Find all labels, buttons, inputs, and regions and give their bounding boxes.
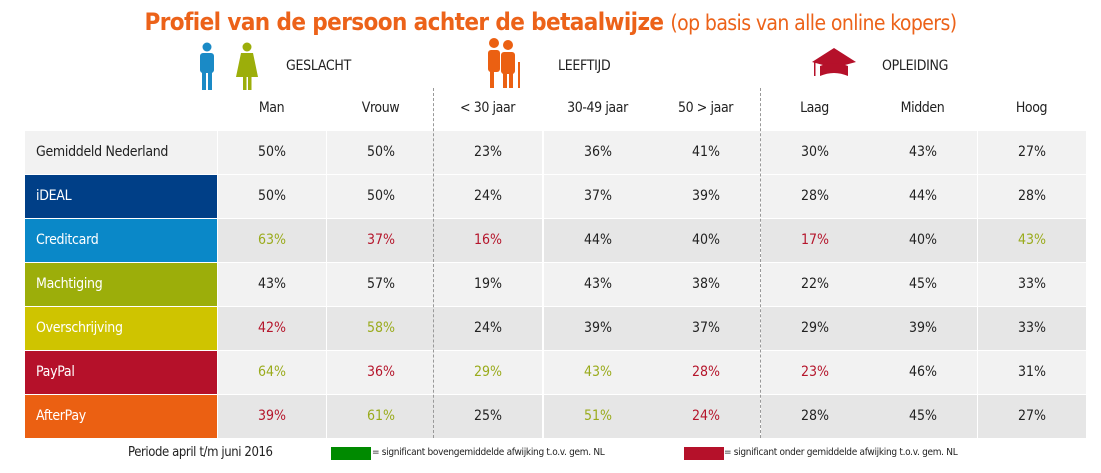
row-label: iDEAL <box>25 175 217 218</box>
table-cell: 50% <box>327 131 435 174</box>
table-cell: 31% <box>978 351 1086 394</box>
column-header: Laag <box>800 100 829 116</box>
column-header: Man <box>258 100 285 116</box>
table-cell: 45% <box>869 263 977 306</box>
column-header: 50 > jaar <box>677 100 734 116</box>
row-label: Gemiddeld Nederland <box>25 131 217 174</box>
table-cell: 43% <box>544 263 652 306</box>
table-cell: 37% <box>652 307 760 350</box>
table-row: iDEAL 50% 50% 24% 37% 39% 28% 44% 28% <box>25 175 1087 218</box>
group-leeftijd: LEEFTIJD <box>558 58 611 74</box>
table-cell: 30% <box>761 131 869 174</box>
table-row: Machtiging 43% 57% 19% 43% 38% 22% 45% 33% <box>25 263 1087 306</box>
table-cell: 28% <box>761 175 869 218</box>
column-header: Midden <box>900 100 945 116</box>
table-cell: 24% <box>652 395 760 438</box>
table-cell: 44% <box>544 219 652 262</box>
table-cell: 33% <box>978 263 1086 306</box>
table-cell: 63% <box>218 219 326 262</box>
table-cell: 39% <box>544 307 652 350</box>
period-note: Periode april t/m juni 2016 <box>128 445 273 460</box>
table-cell: 28% <box>652 351 760 394</box>
legend-swatch-below <box>684 447 724 460</box>
table-cell: 39% <box>652 175 760 218</box>
table-cell: 43% <box>869 131 977 174</box>
table-cell: 50% <box>218 175 326 218</box>
table-cell: 38% <box>652 263 760 306</box>
table-cell: 17% <box>761 219 869 262</box>
table-cell: 27% <box>978 395 1086 438</box>
table-cell: 25% <box>434 395 542 438</box>
table-cell: 24% <box>434 307 542 350</box>
table-cell: 50% <box>218 131 326 174</box>
table-row: PayPal 64% 36% 29% 43% 28% 23% 46% 31% <box>25 351 1087 394</box>
table-cell: 40% <box>869 219 977 262</box>
table-cell: 50% <box>327 175 435 218</box>
table-cell: 37% <box>327 219 435 262</box>
table-cell: 43% <box>218 263 326 306</box>
table-cell: 33% <box>978 307 1086 350</box>
table-cell: 58% <box>327 307 435 350</box>
table-cell: 29% <box>761 307 869 350</box>
table-cell: 37% <box>544 175 652 218</box>
table-row: Gemiddeld Nederland 50% 50% 23% 36% 41% 30% 43%… <box>25 131 1087 174</box>
table-cell: 28% <box>761 395 869 438</box>
table-row: Creditcard 63% 37% 16% 44% 40% 17% 40% 43% <box>25 219 1087 262</box>
table-cell: 45% <box>869 395 977 438</box>
column-header: < 30 jaar <box>459 100 516 116</box>
table-cell: 46% <box>869 351 977 394</box>
table-cell: 61% <box>327 395 435 438</box>
table-cell: 43% <box>978 219 1086 262</box>
elderly-couple-icon <box>488 38 520 88</box>
table-cell: 39% <box>218 395 326 438</box>
row-label: PayPal <box>25 351 217 394</box>
table-cell: 51% <box>544 395 652 438</box>
divider-leeftijd <box>433 88 434 438</box>
table-cell: 23% <box>761 351 869 394</box>
table-cell: 39% <box>869 307 977 350</box>
table-cell: 44% <box>869 175 977 218</box>
row-label: Machtiging <box>25 263 217 306</box>
table-cell: 19% <box>434 263 542 306</box>
title-subtitle: (op basis van alle online kopers) <box>670 11 957 35</box>
legend-below: = significant onder gemiddelde afwijking… <box>724 447 958 458</box>
man-woman-icon <box>200 42 258 90</box>
table-row: Overschrijving 42% 58% 24% 39% 37% 29% 39% 33% <box>25 307 1087 350</box>
table-row: AfterPay 39% 61% 25% 51% 24% 28% 45% 27% <box>25 395 1087 438</box>
table-cell: 41% <box>652 131 760 174</box>
table-cell: 24% <box>434 175 542 218</box>
table-cell: 57% <box>327 263 435 306</box>
column-header: Vrouw <box>361 100 400 116</box>
table-cell: 29% <box>434 351 542 394</box>
legend-swatch-above <box>331 447 371 460</box>
table-cell: 43% <box>544 351 652 394</box>
table-cell: 23% <box>434 131 542 174</box>
table-cell: 64% <box>218 351 326 394</box>
legend-above: = significant bovengemiddelde afwijking … <box>372 447 605 458</box>
row-label: AfterPay <box>25 395 217 438</box>
graduation-cap-icon <box>812 48 856 76</box>
column-header: Hoog <box>1015 100 1048 116</box>
row-label: Overschrijving <box>25 307 217 350</box>
divider-opleiding <box>760 88 761 438</box>
table-cell: 28% <box>978 175 1086 218</box>
group-geslacht: GESLACHT <box>286 58 351 74</box>
column-header: 30-49 jaar <box>567 100 628 116</box>
title-main: Profiel van de persoon achter de betaalw… <box>144 8 665 36</box>
group-opleiding: OPLEIDING <box>882 58 949 74</box>
table-cell: 16% <box>434 219 542 262</box>
table-cell: 27% <box>978 131 1086 174</box>
table-cell: 22% <box>761 263 869 306</box>
table-cell: 42% <box>218 307 326 350</box>
table-cell: 36% <box>544 131 652 174</box>
table-cell: 40% <box>652 219 760 262</box>
table-cell: 36% <box>327 351 435 394</box>
page-title: Profiel van de persoon achter de betaalw… <box>0 8 1101 36</box>
row-label: Creditcard <box>25 219 217 262</box>
